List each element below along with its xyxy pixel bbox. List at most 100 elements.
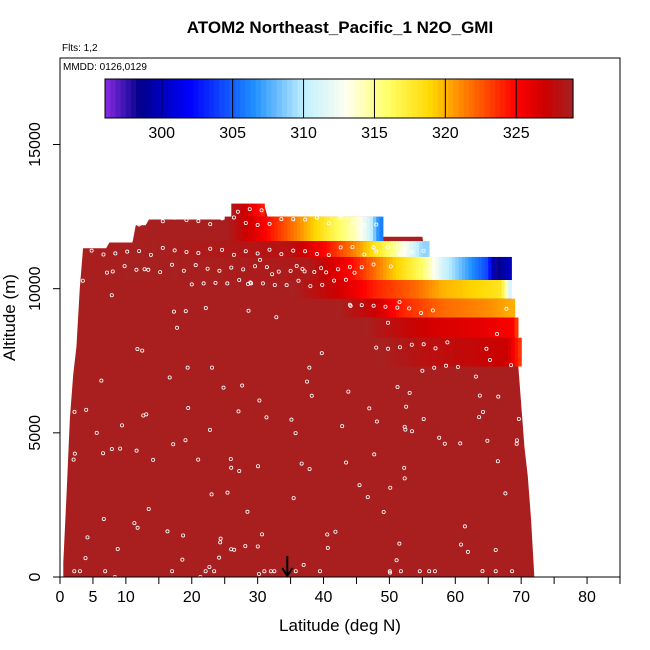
curtain-cell	[307, 241, 311, 259]
curtain-cell	[363, 280, 367, 299]
curtain-cell	[274, 241, 279, 259]
sample-marker	[362, 252, 367, 257]
sample-marker	[101, 451, 106, 456]
sample-marker	[514, 438, 519, 443]
curtain-cell	[419, 337, 423, 367]
curtain-cell	[231, 241, 236, 259]
chart-title: ATOM2 Northeast_Pacific_1 N2O_GMI	[187, 18, 493, 37]
curtain-cell	[402, 298, 407, 318]
curtain-cell	[366, 256, 371, 281]
sample-marker	[420, 368, 425, 373]
curtain-cell	[438, 337, 443, 367]
curtain-cell	[356, 298, 361, 318]
x-tick-label: 5	[88, 589, 97, 606]
curtain-cell	[346, 280, 351, 299]
sample-marker	[72, 569, 77, 574]
curtain-cell	[297, 256, 302, 281]
curtain-cell	[241, 241, 246, 259]
curtain-cell	[412, 280, 417, 299]
sample-marker	[243, 220, 248, 225]
sample-marker	[430, 308, 435, 313]
curtain-cell	[320, 256, 325, 281]
curtain-cell	[228, 241, 232, 259]
sample-marker	[421, 342, 426, 347]
curtain-cell	[267, 216, 272, 242]
colorbar-segment	[151, 79, 158, 118]
curtain-cell	[501, 317, 506, 338]
sample-marker	[407, 390, 412, 395]
curtain-cell	[392, 256, 397, 281]
curtain-cell	[218, 256, 223, 281]
curtain-cell	[498, 337, 503, 367]
sample-marker	[504, 248, 509, 253]
sample-marker	[142, 267, 147, 272]
sample-marker	[113, 251, 118, 256]
curtain-cell	[231, 256, 236, 281]
sample-marker	[262, 569, 267, 574]
curtain-cell	[458, 256, 463, 281]
curtain-cell	[165, 256, 170, 281]
curtain-cell	[409, 337, 414, 367]
curtain-cell	[353, 298, 358, 318]
sample-marker	[333, 529, 338, 534]
sample-marker	[103, 569, 108, 574]
curtain-cell	[422, 317, 427, 338]
colorbar-tick-label: 310	[290, 125, 317, 142]
curtain-cell	[349, 216, 354, 242]
curtain-cell	[168, 256, 173, 281]
sample-marker	[480, 219, 485, 224]
sample-marker	[137, 222, 142, 227]
curtain-cell	[379, 317, 384, 338]
colorbar-segment	[463, 79, 470, 118]
curtain-cell	[363, 241, 367, 259]
curtain-cell	[165, 241, 170, 259]
curtain-cell	[488, 317, 493, 338]
curtain-cell	[290, 280, 295, 299]
sample-marker	[293, 569, 298, 574]
sample-marker	[258, 257, 263, 262]
curtain-cell	[316, 256, 321, 281]
sample-marker	[404, 404, 409, 409]
sample-marker	[185, 365, 190, 370]
sample-marker	[332, 278, 337, 283]
curtain-cell	[359, 216, 364, 242]
curtain-cell	[389, 317, 394, 338]
sample-marker	[196, 457, 201, 462]
curtain-cell	[481, 317, 486, 338]
curtain-cell	[254, 203, 259, 217]
colorbar-segment	[515, 79, 522, 118]
curtain-cell	[224, 241, 229, 259]
sample-marker	[85, 535, 90, 540]
curtain-cell	[155, 241, 160, 259]
curtain-cell	[340, 280, 344, 299]
sample-marker	[432, 569, 437, 574]
curtain-cell	[389, 280, 394, 299]
sample-marker	[516, 416, 521, 421]
sample-marker	[374, 419, 379, 424]
sample-marker	[120, 423, 125, 428]
curtain-cell	[366, 317, 371, 338]
curtain-cell	[478, 256, 483, 281]
curtain-cell	[399, 241, 404, 259]
colorbar-segment	[287, 79, 293, 118]
curtain-cell	[132, 241, 137, 259]
colorbar-segment	[489, 79, 496, 118]
sample-marker	[146, 267, 151, 272]
curtain-cell	[293, 241, 298, 259]
curtain-cell	[343, 216, 348, 242]
curtain-cell	[277, 256, 282, 281]
curtain-cell	[280, 241, 285, 259]
curtain-layer-1	[224, 216, 384, 242]
sample-marker	[374, 249, 379, 254]
curtain-cell	[257, 203, 262, 217]
sample-marker	[397, 541, 402, 546]
sample-marker	[352, 270, 357, 275]
curtain-cell	[419, 298, 423, 318]
sample-marker	[84, 407, 89, 412]
colorbar-frame	[104, 78, 574, 119]
curtain-cell	[468, 337, 473, 367]
sample-marker	[110, 269, 115, 274]
curtain-cell	[452, 256, 456, 281]
curtain-cell	[323, 241, 328, 259]
sample-marker	[433, 247, 438, 252]
